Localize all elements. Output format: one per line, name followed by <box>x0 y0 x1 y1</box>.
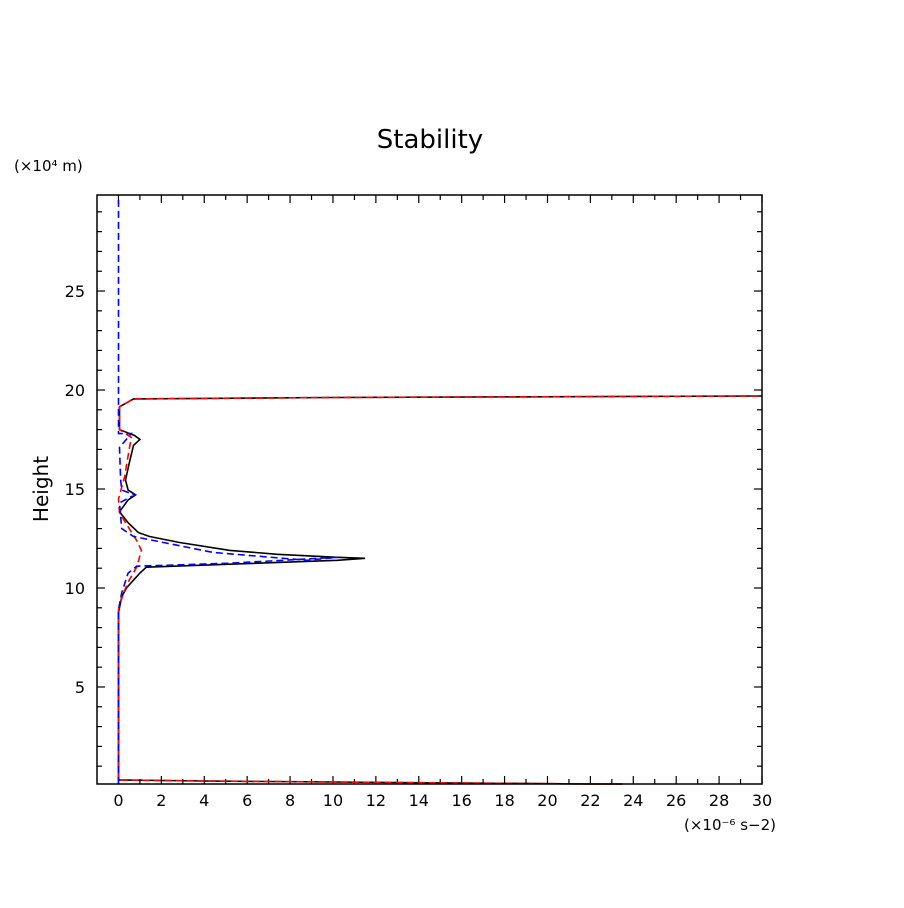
series-red-dashed <box>117 395 763 785</box>
y-tick-label: 5 <box>75 678 85 697</box>
y-axis-label: Height <box>29 456 53 522</box>
x-tick-label: 28 <box>709 791 729 810</box>
x-tick-label: 20 <box>537 791 557 810</box>
y-tick-label: 20 <box>65 381 85 400</box>
x-tick-label: 18 <box>494 791 514 810</box>
x-tick-label: 14 <box>409 791 429 810</box>
y-tick-label: 10 <box>65 579 85 598</box>
y-unit-label: (×10⁴ m) <box>14 157 83 175</box>
x-tick-label: 2 <box>156 791 166 810</box>
plot-frame <box>96 194 763 785</box>
chart-title: Stability <box>377 125 483 155</box>
x-tick-label: 16 <box>451 791 471 810</box>
x-tick-label: 22 <box>580 791 600 810</box>
x-tick-label: 10 <box>323 791 343 810</box>
x-tick-label: 30 <box>752 791 772 810</box>
y-tick-label: 15 <box>65 480 85 499</box>
series-blue-dashed <box>117 195 338 784</box>
x-unit-label: (×10⁻⁶ s−2) <box>684 816 776 834</box>
x-tick-label: 8 <box>285 791 295 810</box>
y-tick-label: 25 <box>65 282 85 301</box>
x-tick-label: 24 <box>623 791 643 810</box>
x-tick-label: 6 <box>242 791 252 810</box>
x-tick-label: 4 <box>199 791 209 810</box>
x-tick-label: 0 <box>113 791 123 810</box>
series-black-solid <box>117 395 763 785</box>
x-tick-label: 26 <box>666 791 686 810</box>
x-tick-label: 12 <box>366 791 386 810</box>
